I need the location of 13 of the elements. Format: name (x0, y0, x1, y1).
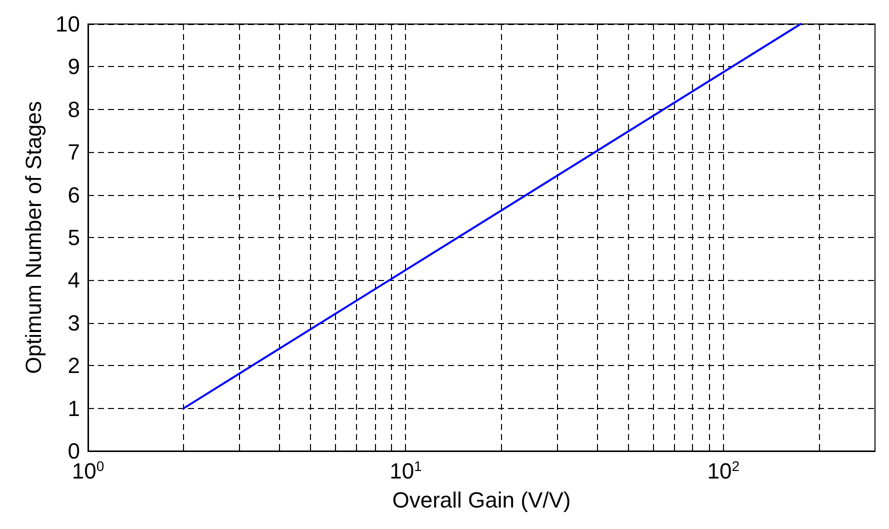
y-tick-label: 3 (68, 310, 80, 336)
y-tick-label: 8 (68, 96, 80, 122)
y-tick-label: 5 (68, 225, 80, 250)
y-tick-label: 0 (68, 438, 80, 464)
y-axis-title: Optimum Number of Stages (21, 101, 46, 374)
y-tick-label: 1 (68, 396, 80, 421)
y-tick-label: 2 (68, 353, 80, 378)
x-axis-title: Overall Gain (V/V) (392, 488, 571, 512)
y-tick-label: 10 (56, 12, 80, 36)
y-tick-label: 9 (68, 54, 80, 80)
y-tick-label: 6 (68, 182, 80, 208)
y-tick-label: 7 (68, 140, 80, 165)
y-tick-label: 4 (68, 268, 80, 293)
